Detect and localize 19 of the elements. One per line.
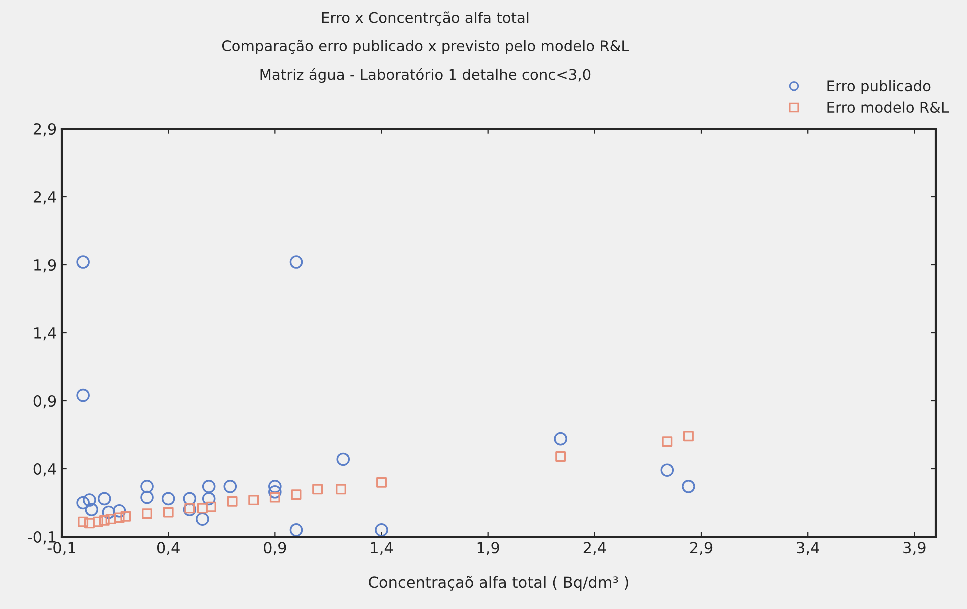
legend-label: Erro publicado (828, 80, 931, 94)
y-tick-label: 1,4 (34, 328, 56, 341)
legend-label: Erro modelo R&L (828, 102, 950, 114)
x-tick-label: 2,9 (690, 542, 713, 556)
x-tick-label: 3,9 (904, 542, 926, 556)
x-axis-title: Concentraçaõ alfa total ( Bq/dm³ ) (369, 576, 628, 592)
x-tick-label: 0,9 (264, 542, 286, 556)
x-tick-label: 1,4 (371, 542, 394, 556)
y-tick-label: 0,4 (34, 463, 56, 477)
y-tick-label: 2,4 (34, 191, 56, 205)
y-tick-label: 1,9 (34, 259, 56, 273)
x-tick-label: 1,9 (478, 542, 500, 556)
y-tick-label: 0,9 (34, 395, 56, 409)
chart-subtitle: Comparação erro publicado x previsto pelo modelo R&L Matriz água - Laboratório 1 detalhe conc<3,0 (222, 40, 630, 84)
x-tick-label: 2,4 (584, 542, 606, 556)
chart-title: Erro x Concentrção alfa total (322, 12, 529, 26)
x-tick-label: 3,4 (797, 542, 820, 556)
y-tick-label: 2,9 (34, 123, 56, 137)
x-tick-label: 0,4 (157, 542, 180, 556)
